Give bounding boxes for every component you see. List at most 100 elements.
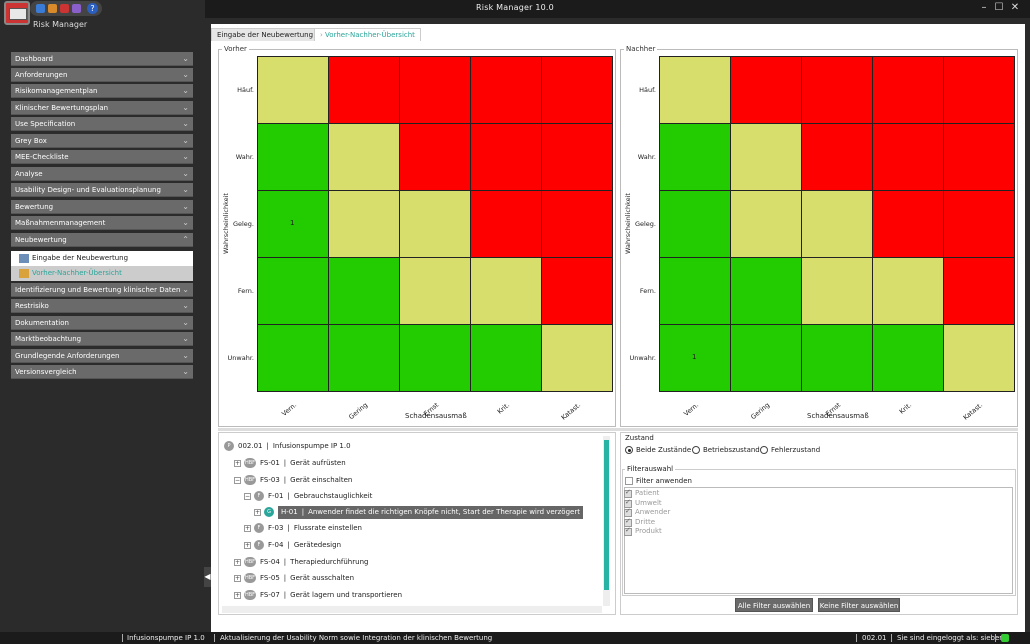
sidebar-subitem[interactable]: Vorher-Nachher-Übersicht: [11, 266, 193, 281]
sidebar-item[interactable]: Grundlegende Anforderungen ⌄: [11, 349, 193, 363]
sidebar-item[interactable]: Marktbeobachtung ⌄: [11, 332, 193, 346]
matrix-cell[interactable]: [872, 257, 944, 325]
matrix-cell[interactable]: [541, 56, 613, 124]
expand-icon[interactable]: +: [234, 592, 241, 599]
sidebar-item[interactable]: Dashboard ⌄: [11, 52, 193, 66]
sidebar-item[interactable]: Restrisiko ⌄: [11, 299, 193, 313]
collapse-icon[interactable]: −: [234, 477, 241, 484]
expand-icon[interactable]: +: [244, 525, 251, 532]
expand-icon[interactable]: +: [234, 575, 241, 582]
matrix-cell[interactable]: [399, 257, 471, 325]
sidebar-item[interactable]: Bewertung ⌄: [11, 200, 193, 214]
zustand-radio[interactable]: [760, 446, 768, 454]
collapse-icon[interactable]: −: [244, 493, 251, 500]
open-icon[interactable]: [48, 4, 57, 13]
matrix-cell[interactable]: [541, 324, 613, 392]
minimize-icon[interactable]: –: [981, 2, 987, 13]
sidebar-item[interactable]: Risikomanagementplan ⌄: [11, 84, 193, 98]
matrix-cell[interactable]: [730, 56, 802, 124]
matrix-cell[interactable]: [257, 123, 329, 191]
matrix-cell[interactable]: [541, 123, 613, 191]
tree-node[interactable]: − HBF FS-03 | Gerät einschalten: [222, 474, 602, 487]
sidebar-item[interactable]: Maßnahmenmanagement ⌄: [11, 216, 193, 230]
matrix-cell[interactable]: [801, 324, 873, 392]
filter-item-checkbox[interactable]: [624, 526, 632, 536]
sidebar-subitem[interactable]: Eingabe der Neubewertung: [11, 251, 193, 266]
expand-icon[interactable]: +: [234, 559, 241, 566]
matrix-cell[interactable]: [659, 190, 731, 258]
tree-scrollbar[interactable]: [603, 436, 610, 606]
matrix-cell[interactable]: [470, 190, 542, 258]
sidebar-item[interactable]: Use Specification ⌄: [11, 117, 193, 131]
matrix-cell[interactable]: [730, 257, 802, 325]
matrix-cell[interactable]: [943, 123, 1015, 191]
matrix-cell[interactable]: [470, 56, 542, 124]
matrix-cell[interactable]: [659, 257, 731, 325]
matrix-cell[interactable]: [470, 123, 542, 191]
sidebar-item[interactable]: Identifizierung und Bewertung klinischer…: [11, 283, 193, 297]
matrix-cell[interactable]: [659, 123, 731, 191]
sidebar-item[interactable]: Anforderungen ⌄: [11, 68, 193, 82]
tree-node[interactable]: P 002.01 | Infusionspumpe IP 1.0: [222, 440, 602, 453]
sidebar-item[interactable]: Usability Design- und Evaluationsplanung…: [11, 183, 193, 197]
matrix-cell[interactable]: [328, 56, 400, 124]
sidebar-collapse-handle[interactable]: ◀: [204, 567, 211, 587]
matrix-cell[interactable]: [872, 56, 944, 124]
matrix-cell[interactable]: [872, 190, 944, 258]
matrix-cell[interactable]: [943, 324, 1015, 392]
maximize-icon[interactable]: ☐: [994, 2, 1004, 13]
matrix-cell[interactable]: [470, 324, 542, 392]
matrix-cell[interactable]: [399, 324, 471, 392]
matrix-cell[interactable]: [801, 123, 873, 191]
matrix-cell[interactable]: [541, 190, 613, 258]
tree-node[interactable]: + HBF FS-01 | Gerät aufrüsten: [222, 457, 602, 470]
expand-icon[interactable]: +: [234, 460, 241, 467]
tree-node[interactable]: + HBF FS-07 | Gerät lagern und transportiere…: [222, 589, 602, 602]
matrix-cell[interactable]: [943, 190, 1015, 258]
tools-icon[interactable]: [72, 4, 81, 13]
matrix-cell[interactable]: 1: [659, 324, 731, 392]
tree-node[interactable]: + F F-04 | Gerätedesign: [222, 539, 602, 552]
save-icon[interactable]: [60, 4, 69, 13]
tab-eingabe[interactable]: Eingabe der Neubewertung: [211, 28, 320, 41]
help-icon[interactable]: ?: [87, 3, 98, 14]
matrix-cell[interactable]: [328, 324, 400, 392]
matrix-cell[interactable]: [872, 324, 944, 392]
matrix-cell[interactable]: [943, 257, 1015, 325]
tree-node[interactable]: + HBF FS-04 | Therapiedurchführung: [222, 556, 602, 569]
matrix-cell[interactable]: [943, 56, 1015, 124]
tree-node[interactable]: − F F-01 | Gebrauchstauglichkeit: [222, 490, 602, 503]
select-all-filters-button[interactable]: Alle Filter auswählen: [735, 598, 813, 612]
sidebar-item[interactable]: Analyse ⌄: [11, 167, 193, 181]
matrix-cell[interactable]: [257, 324, 329, 392]
tab-vorher-nachher[interactable]: › Vorher-Nachher-Übersicht: [314, 28, 421, 41]
matrix-cell[interactable]: [328, 257, 400, 325]
matrix-cell[interactable]: [730, 324, 802, 392]
expand-icon[interactable]: +: [254, 509, 261, 516]
matrix-cell[interactable]: [399, 56, 471, 124]
matrix-cell[interactable]: [328, 123, 400, 191]
matrix-cell[interactable]: [801, 56, 873, 124]
matrix-cell[interactable]: [730, 123, 802, 191]
matrix-cell[interactable]: [399, 190, 471, 258]
tree-node[interactable]: + G H-01 | Anwender findet die richtigen Knö…: [222, 506, 602, 519]
matrix-cell[interactable]: 1: [257, 190, 329, 258]
matrix-cell[interactable]: [659, 56, 731, 124]
sidebar-item[interactable]: Klinischer Bewertungsplan ⌄: [11, 101, 193, 115]
select-no-filters-button[interactable]: Keine Filter auswählen: [818, 598, 900, 612]
horizontal-splitter[interactable]: [218, 428, 1018, 431]
matrix-cell[interactable]: [257, 56, 329, 124]
filter-anwenden-checkbox[interactable]: [625, 477, 633, 485]
matrix-cell[interactable]: [801, 257, 873, 325]
matrix-cell[interactable]: [730, 190, 802, 258]
matrix-cell[interactable]: [328, 190, 400, 258]
tree-node[interactable]: + F F-03 | Flussrate einstellen: [222, 522, 602, 535]
matrix-cell[interactable]: [541, 257, 613, 325]
tree-horizontal-scrollbar[interactable]: [222, 606, 602, 613]
matrix-cell[interactable]: [872, 123, 944, 191]
matrix-cell[interactable]: [801, 190, 873, 258]
sidebar-item[interactable]: Grey Box ⌄: [11, 134, 193, 148]
sidebar-item[interactable]: Versionsvergleich ⌄: [11, 365, 193, 379]
sidebar-item[interactable]: Dokumentation ⌄: [11, 316, 193, 330]
tree-scrollbar-thumb[interactable]: [604, 440, 609, 590]
